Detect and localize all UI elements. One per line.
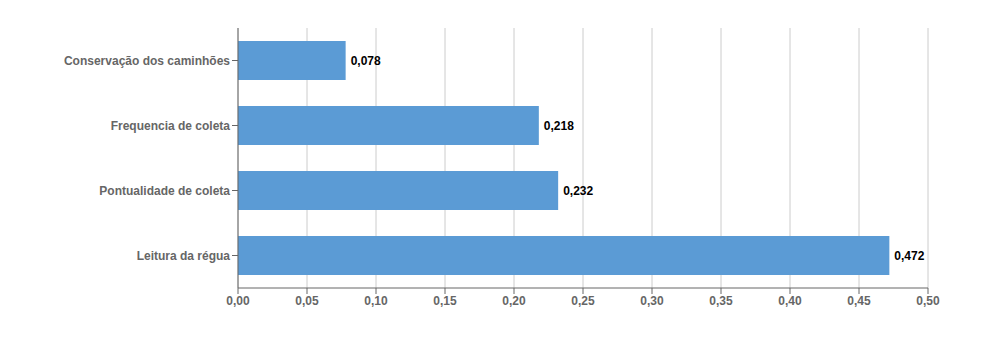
svg-text:0,05: 0,05: [295, 294, 319, 308]
svg-text:0,472: 0,472: [894, 249, 924, 263]
svg-text:0,232: 0,232: [563, 184, 593, 198]
svg-text:Frequencia de coleta: Frequencia de coleta: [111, 119, 231, 133]
svg-text:0,218: 0,218: [544, 119, 574, 133]
svg-text:0,45: 0,45: [847, 294, 871, 308]
svg-text:Pontualidade de coleta: Pontualidade de coleta: [99, 184, 230, 198]
svg-text:0,20: 0,20: [502, 294, 526, 308]
svg-text:0,35: 0,35: [709, 294, 733, 308]
svg-text:0,10: 0,10: [364, 294, 388, 308]
svg-text:0,50: 0,50: [916, 294, 940, 308]
svg-text:Conservação dos caminhões: Conservação dos caminhões: [64, 54, 230, 68]
svg-text:0,15: 0,15: [433, 294, 457, 308]
svg-text:0,40: 0,40: [778, 294, 802, 308]
svg-text:0,078: 0,078: [351, 54, 381, 68]
svg-text:0,30: 0,30: [640, 294, 664, 308]
svg-text:0,00: 0,00: [226, 294, 250, 308]
svg-text:0,25: 0,25: [571, 294, 595, 308]
svg-text:Leitura da régua: Leitura da régua: [137, 249, 231, 263]
